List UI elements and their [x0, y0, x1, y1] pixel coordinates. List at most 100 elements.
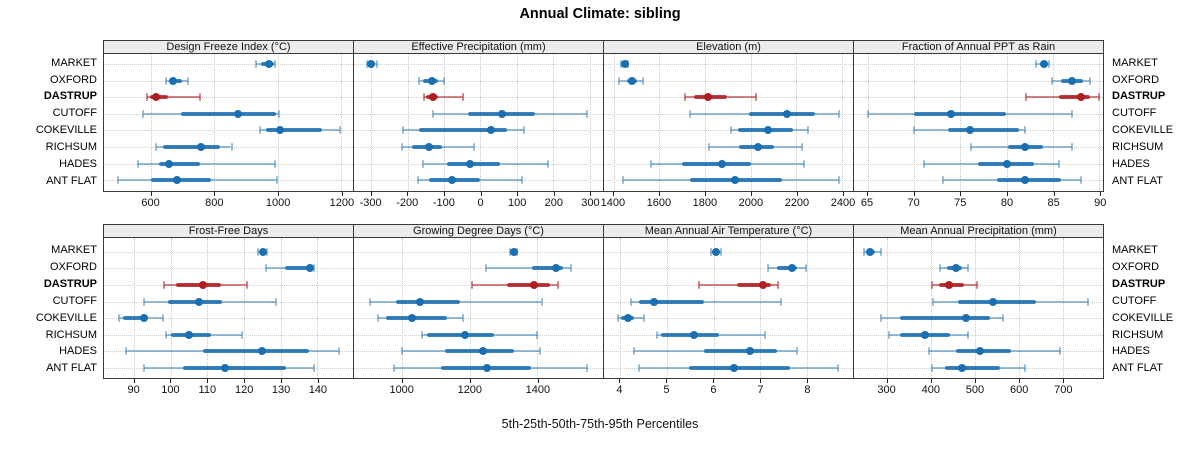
gridline-vertical	[974, 238, 976, 378]
gridline-horizontal	[604, 318, 853, 320]
whisker-cap-high	[642, 314, 645, 323]
whisker-cap-high	[275, 297, 278, 306]
axis-tick-mark	[590, 192, 592, 196]
whisker-cap-high	[1002, 314, 1005, 323]
x-axis: 1400 1600 1800 2000 2200 2400	[601, 192, 855, 214]
median-dot	[1021, 143, 1030, 152]
whisker-cap-low	[939, 264, 942, 273]
interval-iqr-box	[162, 145, 220, 150]
gridline-vertical	[170, 238, 172, 378]
axis-tick-label: 600	[141, 197, 160, 209]
x-axis: 300 400 500 600 700	[853, 379, 1104, 401]
whisker-cap-high	[523, 126, 526, 135]
whisker-cap-low	[913, 126, 916, 135]
median-dot	[184, 330, 193, 339]
median-dot	[1002, 159, 1011, 168]
site-label-right: COKEVILLE	[1112, 311, 1174, 324]
panel-strip: Design Freeze Index (°C)	[103, 40, 354, 54]
interval-whisker	[485, 267, 571, 270]
median-dot	[628, 76, 637, 85]
whisker-cap-low	[617, 76, 620, 85]
gridline-horizontal	[854, 64, 1103, 65]
whisker-cap-low	[162, 280, 165, 289]
median-dot	[275, 126, 284, 135]
gridline-vertical	[796, 54, 798, 191]
whisker-cap-high	[443, 76, 446, 85]
gridline-horizontal	[604, 130, 853, 132]
gridline-vertical	[713, 238, 715, 378]
whisker-cap-high	[535, 330, 538, 339]
axis-tick-mark	[974, 379, 976, 383]
site-label-right: DASTRUP	[1112, 90, 1166, 103]
gridline-vertical	[659, 54, 661, 191]
median-dot	[717, 159, 726, 168]
gridline-vertical	[842, 54, 844, 191]
site-label-left: DASTRUP	[43, 278, 97, 291]
median-dot	[1067, 76, 1076, 85]
site-label-left: HADES	[59, 345, 97, 358]
site-label-left: RICHSUM	[45, 140, 97, 153]
panel	[353, 53, 604, 192]
whisker-cap-high	[776, 280, 779, 289]
whisker-cap-high	[161, 314, 164, 323]
median-dot	[976, 347, 985, 356]
interval-iqr-box	[688, 365, 790, 370]
whisker-cap-high	[275, 176, 278, 185]
median-dot	[965, 126, 974, 135]
gridline-vertical	[280, 238, 282, 378]
median-dot	[428, 93, 437, 102]
whisker-cap-high	[1048, 60, 1051, 68]
median-dot	[447, 176, 456, 185]
whisker-cap-low	[124, 347, 127, 356]
median-dot	[265, 60, 274, 68]
axis-tick-label: -100	[432, 197, 455, 209]
whisker-cap-low	[265, 264, 268, 273]
whisker-cap-high	[245, 280, 248, 289]
axis-tick-label: 100	[161, 384, 180, 396]
whisker-cap-low	[633, 347, 636, 356]
whisker-cap-low	[863, 247, 866, 256]
gridline-horizontal	[104, 130, 353, 132]
gridline-horizontal	[604, 268, 853, 270]
median-dot	[233, 109, 242, 118]
axis-tick-mark	[553, 192, 555, 196]
site-label-right: COKEVILLE	[1112, 124, 1174, 137]
axis-tick-label: 400	[921, 384, 940, 396]
median-dot	[1076, 93, 1085, 102]
whisker-cap-high	[540, 297, 543, 306]
whisker-cap-high	[720, 247, 723, 256]
panel-inner	[104, 54, 353, 191]
axis-tick-label: 7	[757, 384, 764, 396]
whisker-cap-low	[689, 109, 692, 118]
gridline-vertical	[444, 54, 446, 191]
whisker-cap-high	[557, 280, 560, 289]
axis-tick-mark	[1006, 192, 1008, 196]
whisker-cap-low	[401, 347, 404, 356]
gridline-vertical	[1099, 54, 1101, 191]
axis-tick-mark	[281, 379, 283, 383]
panel-inner	[604, 238, 853, 378]
whisker-cap-high	[521, 176, 524, 185]
gridline-vertical	[553, 54, 555, 191]
interval-whisker	[137, 162, 275, 165]
whisker-cap-high	[187, 76, 190, 85]
x-axis: -300 -200 -100 0 100 200 300	[353, 192, 604, 214]
median-dot	[530, 280, 539, 289]
interval-whisker	[424, 96, 463, 99]
median-dot	[551, 264, 560, 273]
median-dot	[1039, 60, 1048, 68]
site-label-right: RICHSUM	[1112, 328, 1164, 341]
gridline-vertical	[750, 54, 752, 191]
axis-tick-mark	[913, 192, 915, 196]
axis-tick-label: 1600	[646, 197, 672, 209]
site-label-right: CUTOFF	[1112, 294, 1157, 307]
whisker-cap-high	[764, 330, 767, 339]
median-dot	[944, 280, 953, 289]
axis-tick-mark	[658, 192, 660, 196]
axis-tick-label: 1200	[457, 384, 483, 396]
whisker-cap-high	[837, 109, 840, 118]
whisker-cap-low	[118, 314, 121, 323]
axis-tick-label: 1800	[692, 197, 718, 209]
gridline-vertical	[407, 54, 409, 191]
whisker-cap-low	[369, 297, 372, 306]
